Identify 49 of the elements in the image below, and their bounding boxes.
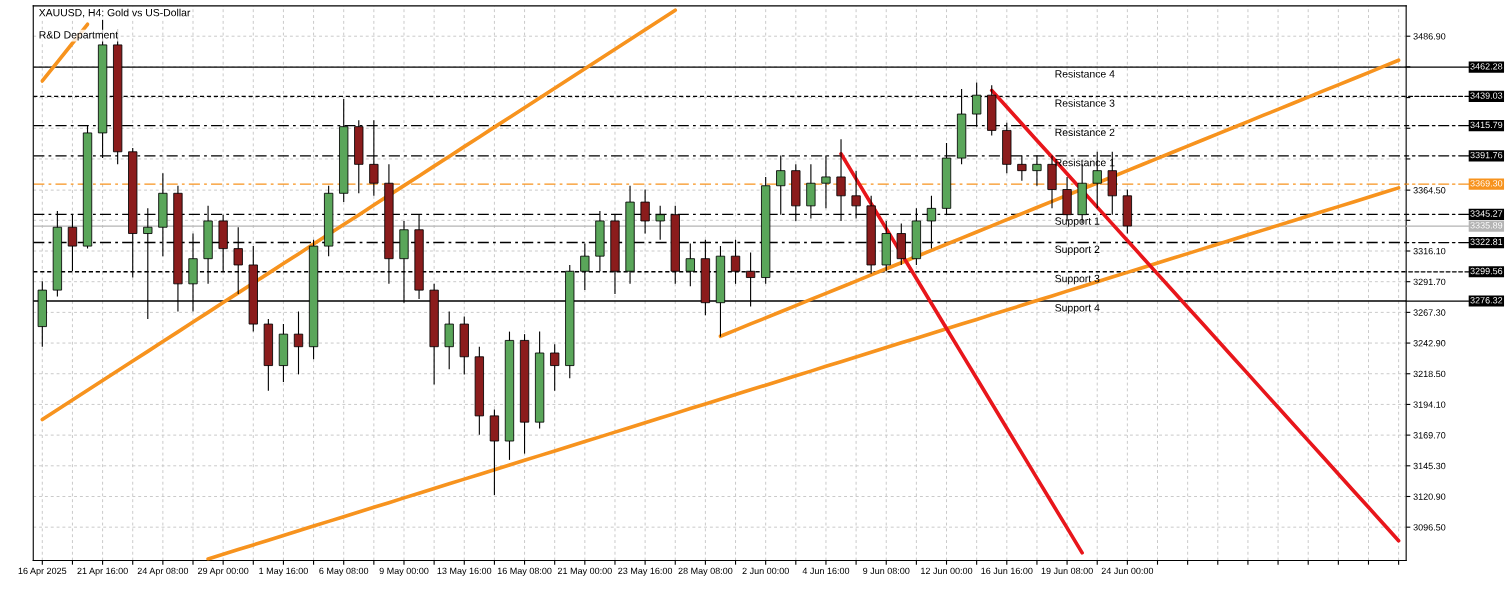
x-tick-label: 21 Apr 16:00 xyxy=(77,567,128,576)
x-tick-label: 24 Apr 08:00 xyxy=(137,567,189,576)
y-tick-label: 3316.10 xyxy=(1413,247,1446,255)
ref-line-label: 3462.28 xyxy=(1470,63,1503,70)
ref-line-label: 3391.76 xyxy=(1470,151,1503,159)
annotation: Resistance 4 xyxy=(1055,69,1115,78)
annotation: Support 2 xyxy=(1055,245,1100,256)
x-tick-label: 28 May 08:00 xyxy=(678,567,733,576)
y-tick-label: 3120.90 xyxy=(1413,493,1446,500)
y-tick-label: 3194.10 xyxy=(1413,401,1446,408)
x-tick-label: 13 May 16:00 xyxy=(437,567,492,576)
annotation: Resistance 3 xyxy=(1055,99,1115,107)
chart-title: XAUUSD, H4: Gold vs US-Dollar xyxy=(38,8,191,18)
ref-line-label: 3299.56 xyxy=(1470,267,1503,275)
ref-line-label: 3369.30 xyxy=(1470,180,1503,187)
ref-line-label: 3335.89 xyxy=(1470,222,1503,229)
y-tick-label: 3364.50 xyxy=(1413,187,1446,194)
x-tick-label: 21 May 00:00 xyxy=(557,567,612,576)
y-tick-label: 3169.70 xyxy=(1413,432,1446,439)
x-tick-label: 16 May 08:00 xyxy=(497,567,552,576)
annotation: Support 1 xyxy=(1055,217,1100,227)
x-tick-label: 4 Jun 16:00 xyxy=(802,567,850,575)
annotation: Resistance 2 xyxy=(1055,128,1115,137)
x-tick-label: 12 Jun 00:00 xyxy=(921,567,973,575)
y-tick-label: 3096.50 xyxy=(1413,524,1446,531)
x-tick-label: 24 Jun 00:00 xyxy=(1101,567,1154,575)
x-tick-label: 6 May 08:00 xyxy=(319,567,369,576)
x-tick-label: 19 Jun 08:00 xyxy=(1041,567,1093,575)
ref-line-label: 3439.03 xyxy=(1470,92,1503,99)
x-tick-label: 29 Apr 00:00 xyxy=(198,567,249,576)
y-tick-label: 3242.90 xyxy=(1413,340,1446,347)
text: R&D Department xyxy=(39,31,118,41)
ref-line-label: 3322.81 xyxy=(1470,238,1503,245)
ref-line-label: 3345.27 xyxy=(1470,210,1503,217)
annotation: Support 4 xyxy=(1055,304,1100,314)
x-tick-label: 2 Jun 00:00 xyxy=(742,567,789,575)
y-tick-label: 3486.90 xyxy=(1413,33,1446,40)
y-tick-label: 3218.50 xyxy=(1413,370,1446,378)
x-tick-label: 23 May 16:00 xyxy=(618,567,673,576)
x-tick-label: 16 Jun 16:00 xyxy=(981,567,1033,575)
x-tick-label: 1 May 16:00 xyxy=(259,567,308,576)
x-tick-label: 9 Jun 08:00 xyxy=(863,567,910,575)
x-tick-label: 9 May 00:00 xyxy=(379,567,429,576)
y-tick-label: 3291.70 xyxy=(1413,278,1446,286)
ref-line-label: 3415.79 xyxy=(1470,121,1503,129)
y-tick-label: 3145.30 xyxy=(1413,462,1446,470)
y-tick-label: 3267.30 xyxy=(1413,309,1446,316)
x-tick-label: 16 Apr 2025 xyxy=(18,567,67,576)
ref-line-label: 3276.32 xyxy=(1470,297,1503,304)
